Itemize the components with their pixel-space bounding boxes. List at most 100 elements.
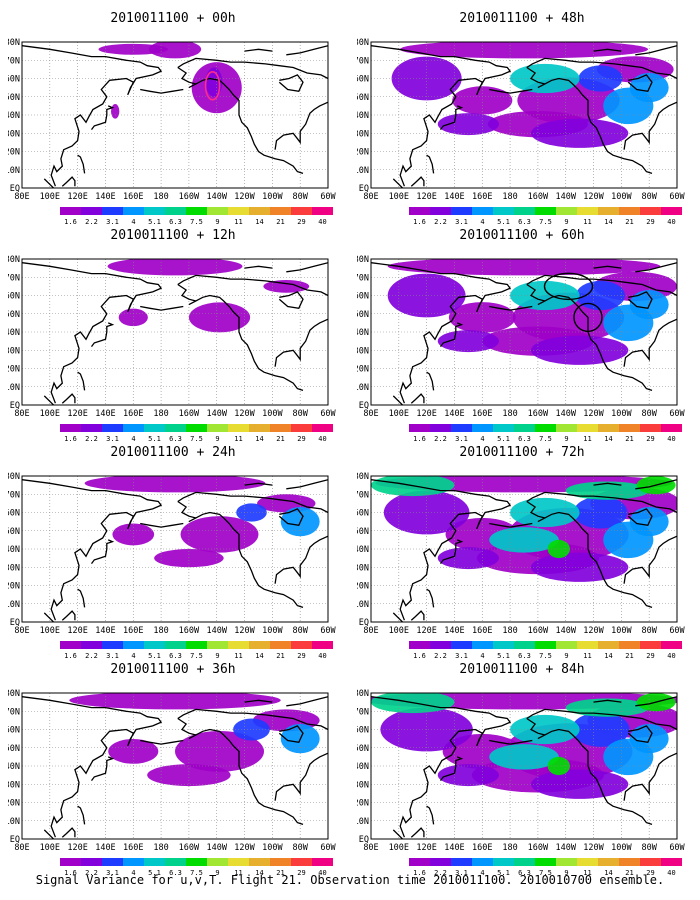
lon-tick-label: 80W (293, 409, 309, 419)
coastline (635, 479, 677, 490)
coastline (623, 535, 677, 584)
colorbar-swatch (577, 207, 598, 215)
lat-tick-label: 30N (357, 780, 369, 790)
lon-tick-label: 80E (14, 843, 29, 853)
lon-tick-label: 120E (67, 409, 87, 419)
colorbar-swatch (165, 858, 186, 866)
colorbar-label: 9 (215, 218, 219, 226)
variance-region (84, 476, 266, 493)
lat-tick-label: 20N (357, 365, 369, 375)
lat-tick-label: 10N (8, 166, 20, 176)
lon-tick-label: 140W (555, 626, 576, 636)
lon-tick-label: 100W (611, 192, 632, 202)
variance-region (510, 63, 580, 94)
colorbar-label: 14 (604, 218, 612, 226)
lat-tick-label: 70N (357, 56, 369, 66)
lon-tick-label: 100E (40, 843, 60, 853)
colorbar-label: 7.5 (190, 218, 203, 226)
colorbar-swatch (186, 424, 207, 432)
colorbar-swatch (81, 858, 102, 866)
colorbar-swatch (598, 424, 619, 432)
lon-tick-label: 60W (320, 192, 336, 202)
lon-tick-label: 140E (444, 409, 464, 419)
colorbar-label: 21 (276, 652, 284, 660)
coastline (77, 588, 86, 608)
coastline (140, 739, 184, 745)
coastline (177, 491, 328, 514)
lat-tick-label: 30N (357, 563, 369, 573)
variance-region (148, 42, 202, 59)
colorbar-swatch (312, 424, 333, 432)
colorbar-swatch (577, 858, 598, 866)
colorbar-label: 5.1 (148, 652, 161, 660)
variance-region (107, 259, 243, 276)
lat-tick-label: 20N (8, 365, 20, 375)
colorbar-label: 11 (234, 218, 242, 226)
colorbar-label: 21 (625, 435, 633, 443)
colorbar: 1.6 2.2 3.1 4 5.1 6.3 7.5 9 11 14 21 29 40 (357, 423, 687, 443)
colorbar-label: 40 (667, 218, 675, 226)
coastline (286, 479, 328, 490)
colorbar-label: 5.1 (497, 652, 510, 660)
lat-tick-label: 70N (8, 490, 20, 500)
map-frame (21, 258, 329, 406)
colorbar-label: 7.5 (539, 435, 552, 443)
lon-tick-label: 160W (528, 192, 549, 202)
lat-tick-label: 40N (8, 762, 20, 772)
colorbar-swatch (60, 641, 81, 649)
coastline (623, 101, 677, 150)
lat-tick-label: EQ (359, 618, 369, 628)
coastline (274, 535, 328, 584)
colorbar-swatch (451, 641, 472, 649)
coastline (410, 827, 425, 838)
colorbar-swatch (598, 641, 619, 649)
lat-tick-label: 30N (8, 780, 20, 790)
lon-tick-label: 160E (472, 409, 492, 419)
colorbar: 1.6 2.2 3.1 4 5.1 6.3 7.5 9 11 14 21 29 40 (8, 640, 338, 660)
lon-tick-label: 120E (416, 843, 436, 853)
lon-tick-label: 100E (40, 626, 60, 636)
colorbar-label: 3.1 (106, 218, 119, 226)
colorbar-swatch (640, 424, 661, 432)
lat-tick-label: 80N (357, 255, 369, 265)
colorbar-label: 9 (564, 652, 568, 660)
colorbar-swatch (661, 424, 682, 432)
variance-region (603, 87, 654, 125)
colorbar-label: 4 (131, 869, 135, 877)
variance-region (437, 764, 499, 787)
lon-tick-label: 180 (153, 409, 168, 419)
lon-tick-label: 140E (95, 626, 115, 636)
coastline (371, 45, 512, 187)
colorbar-label: 6.3 (169, 435, 182, 443)
map-frame (370, 41, 678, 189)
variance-region (69, 693, 281, 710)
colorbar-swatch (430, 858, 451, 866)
lon-tick-label: 120E (67, 843, 87, 853)
map-frame (370, 258, 678, 406)
lon-tick-label: 140W (206, 843, 227, 853)
colorbar-label: 1.6 (64, 652, 77, 660)
colorbar: 1.6 2.2 3.1 4 5.1 6.3 7.5 9 11 14 21 29 40 (357, 640, 687, 660)
variance-region (565, 481, 650, 500)
lon-tick-label: 100E (40, 192, 60, 202)
colorbar-swatch (661, 641, 682, 649)
coastline (244, 265, 273, 269)
colorbar-swatch (430, 424, 451, 432)
variance-region (571, 712, 630, 747)
colorbar-label: 6.3 (518, 869, 531, 877)
lat-tick-label: 60N (357, 726, 369, 736)
coastline (278, 725, 304, 744)
variance-region (387, 259, 661, 276)
coastline (22, 696, 163, 838)
lat-tick-label: 20N (8, 799, 20, 809)
coastline (526, 274, 677, 297)
lat-tick-label: 60N (8, 75, 20, 85)
colorbar-label: 2.2 (434, 218, 447, 226)
colorbar-swatch (249, 641, 270, 649)
colorbar-label: 7.5 (539, 869, 552, 877)
colorbar-swatch (270, 424, 291, 432)
lat-tick-label: 30N (8, 563, 20, 573)
lon-tick-label: 140W (555, 192, 576, 202)
